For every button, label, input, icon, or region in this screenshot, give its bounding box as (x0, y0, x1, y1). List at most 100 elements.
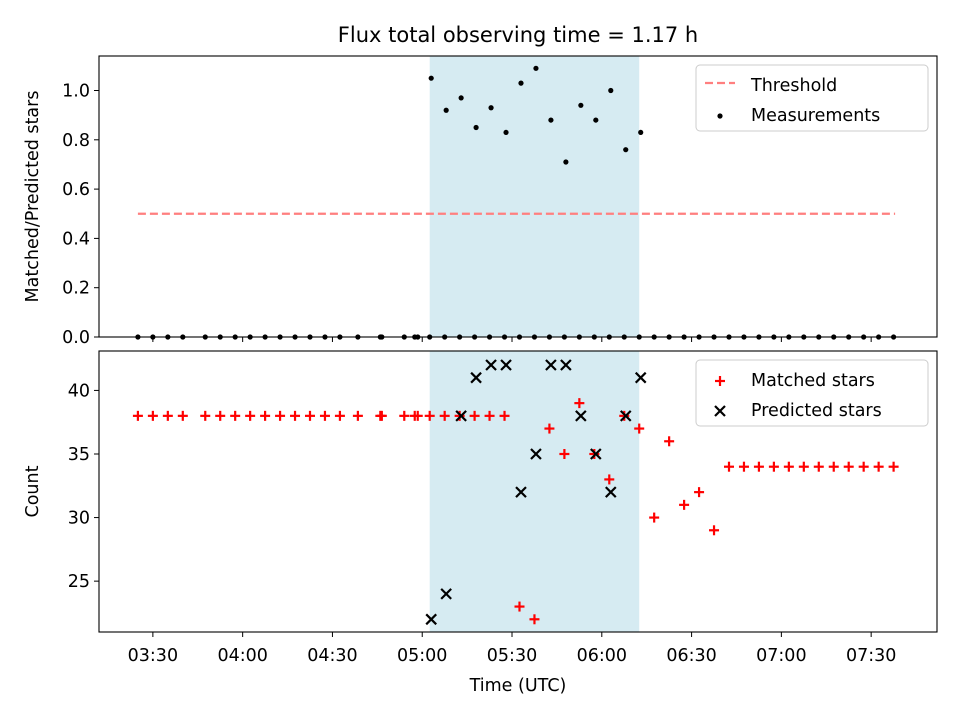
matched-star-point (679, 499, 690, 510)
measurement-point (428, 75, 434, 81)
x-b (575, 410, 587, 422)
predicted-star-point (470, 371, 482, 384)
measurement-point (458, 95, 464, 101)
matched-star-point (334, 410, 345, 421)
matched-star-point (499, 410, 510, 421)
matched-star-point (352, 410, 363, 421)
predicted-star-point (575, 410, 587, 422)
predicted-star-point (485, 359, 497, 371)
y-tick-label: 35 (68, 445, 90, 465)
matched-star-point (574, 398, 585, 409)
x-b (619, 410, 632, 422)
observing-window-span (429, 56, 640, 337)
y-tick-label: 0.6 (62, 180, 90, 200)
predicted-star-point (530, 448, 542, 460)
legend-label: Threshold (750, 76, 837, 96)
predicted-star-point (619, 410, 632, 422)
measurement-point (533, 65, 539, 71)
matched-star-point (132, 410, 143, 421)
x-tick-label: 05:00 (397, 646, 447, 666)
matched-star-point (200, 410, 211, 421)
x-b (530, 448, 542, 460)
measurement-point (623, 147, 629, 153)
measurement-point (593, 117, 599, 123)
y-tick-label: 25 (68, 572, 90, 592)
measurement-point (563, 159, 569, 165)
measurement-point (638, 129, 644, 136)
matched-star-point (260, 410, 271, 421)
legend-box (695, 359, 929, 427)
matched-star-point (604, 474, 615, 485)
predicted-star-point (634, 371, 647, 384)
matched-star-point (858, 461, 869, 472)
matched-star-point (412, 410, 423, 421)
predicted-star-point (560, 359, 572, 371)
legend-label: Predicted stars (751, 401, 882, 421)
predicted-star-point (455, 410, 467, 422)
matched-star-point (399, 410, 410, 421)
matched-star-point (634, 423, 645, 434)
legend-box (695, 64, 929, 132)
x-b (425, 613, 437, 626)
matched-star-point (813, 461, 824, 472)
matched-star-point (843, 461, 854, 472)
y-tick-label: 1.0 (62, 82, 90, 102)
y-tick-label: 40 (68, 381, 90, 401)
y-axis-label: Matched/Predicted stars (23, 91, 43, 303)
predicted-star-point (425, 613, 437, 626)
x-b (485, 359, 497, 371)
matched-star-point (230, 410, 241, 421)
x-tick-label: 06:30 (666, 646, 716, 666)
matched-star-point (514, 601, 525, 612)
matched-star-point (245, 410, 256, 421)
predicted-star-point (545, 359, 557, 371)
matched-star-point (424, 410, 435, 421)
predicted-star-point (440, 588, 452, 600)
legend-x-b (714, 405, 726, 417)
predicted-star-point (515, 486, 527, 498)
x-b (500, 359, 512, 371)
x-tick-label: 05:30 (487, 646, 537, 666)
axes-frame (98, 350, 938, 633)
matched-star-point (709, 525, 720, 536)
measurement-point (548, 117, 554, 123)
legend-label: Matched stars (751, 371, 875, 391)
matched-star-point (177, 410, 188, 421)
matched-star-point (544, 423, 555, 434)
x-b (455, 410, 467, 422)
series-matched-stars (132, 398, 899, 625)
x-b (440, 588, 452, 600)
matched-star-point (768, 461, 779, 472)
observing-window-span (429, 351, 640, 632)
measurement-point (503, 129, 509, 136)
y-tick-label: 0.4 (62, 229, 90, 249)
y-tick-label: 30 (68, 509, 90, 529)
series-predicted-stars (425, 359, 647, 626)
x-tick-label: 07:00 (756, 646, 806, 666)
predicted-star-point (500, 359, 512, 371)
x-b (560, 359, 572, 371)
matched-star-point (304, 410, 315, 421)
x-tick-label: 04:30 (307, 646, 357, 666)
matched-star-point (559, 448, 570, 459)
matched-star-point (873, 461, 884, 472)
matched-star-point (723, 461, 734, 472)
matched-star-point (828, 461, 839, 472)
x-tick-label: 04:00 (217, 646, 267, 666)
top-panel: 0.0 0.2 0.4 0.6 0.8 1.0 Matched/Predicted star… (23, 55, 938, 348)
matched-star-point (738, 461, 749, 472)
x-axis-label: Time (UTC) (469, 676, 567, 696)
matched-star-point (888, 461, 899, 472)
x-b (634, 371, 647, 384)
matched-star-point (290, 410, 301, 421)
matched-star-point (484, 410, 495, 421)
matched-star-point (783, 461, 794, 472)
x-b (545, 359, 557, 371)
legend: Matched stars Predicted stars (695, 359, 929, 427)
measurement-point (578, 102, 584, 108)
matched-star-point (664, 436, 675, 447)
matched-star-point (439, 410, 450, 421)
legend-label: Measurements (751, 106, 880, 126)
matched-star-point (798, 461, 809, 472)
